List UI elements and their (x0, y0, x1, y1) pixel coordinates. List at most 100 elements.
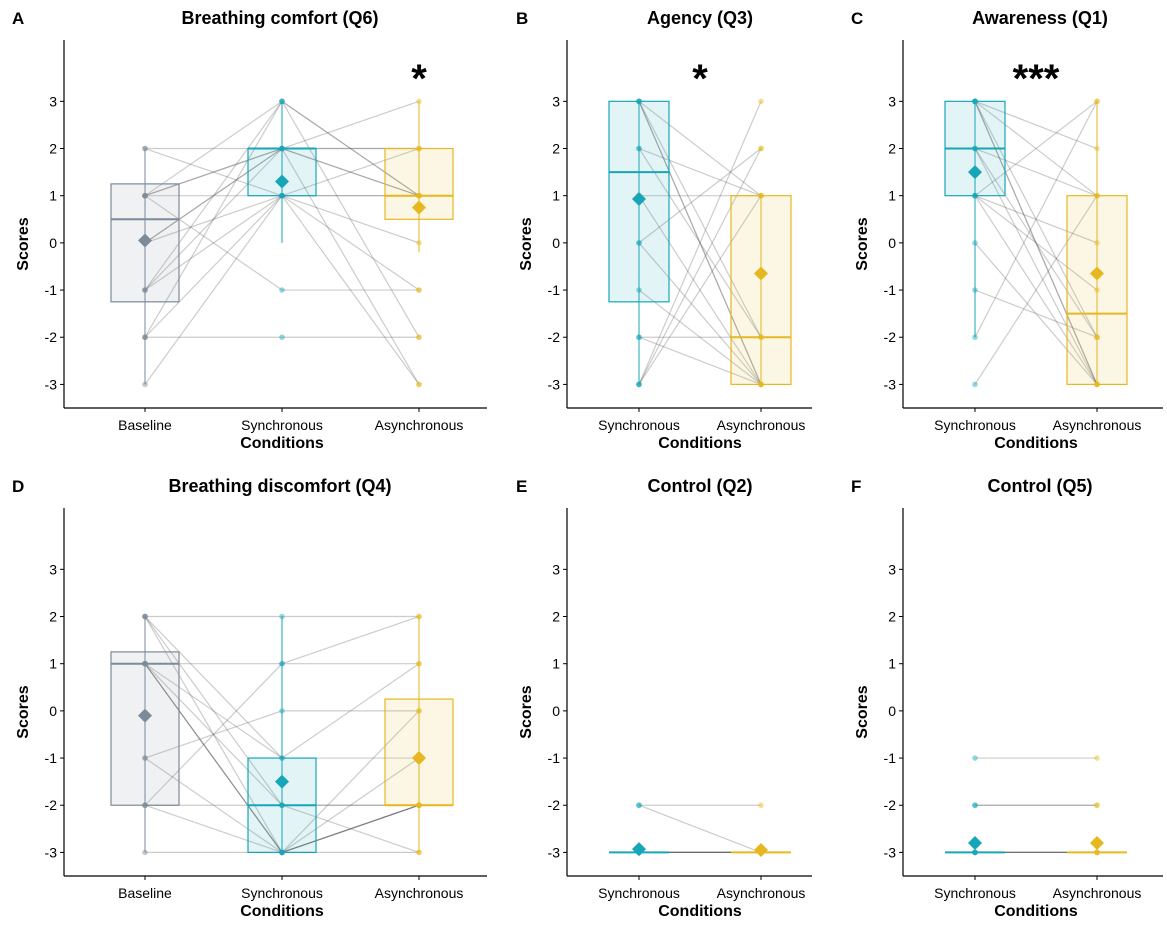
subject-point (758, 192, 764, 199)
subject-point (972, 381, 978, 388)
subject-line (974, 195, 1098, 385)
subject-point (972, 802, 978, 809)
subject-line (144, 616, 283, 806)
y-tick-label: 3 (888, 93, 896, 109)
subject-point (416, 192, 422, 199)
mean-marker-synchronous (968, 835, 982, 850)
subject-point (1094, 334, 1100, 341)
y-tick-label: 3 (888, 561, 896, 577)
subject-point (142, 334, 148, 341)
subject-point (416, 192, 422, 199)
x-tick-label: Synchronous (598, 417, 680, 433)
subject-point (279, 755, 285, 761)
panel-letter: E (516, 477, 527, 496)
subject-point (636, 145, 642, 152)
y-tick-label: 2 (49, 141, 57, 157)
subject-point (416, 192, 422, 199)
subject-line (281, 804, 420, 853)
subject-point (279, 802, 285, 809)
subject-point (972, 192, 978, 199)
subject-point (1094, 98, 1100, 105)
subject-line (638, 101, 762, 385)
subject-line (144, 663, 283, 853)
subject-point (279, 145, 285, 152)
subject-point (279, 287, 285, 293)
subject-line (281, 147, 420, 197)
subject-point (416, 708, 422, 714)
mean-marker-asynchronous (412, 200, 426, 215)
y-tick-label: -2 (45, 329, 58, 345)
subject-point (1094, 849, 1100, 856)
subject-point (279, 192, 285, 199)
mean-marker-asynchronous (754, 843, 768, 858)
subject-line (281, 101, 420, 338)
subject-point (142, 613, 148, 620)
subject-point (142, 145, 148, 152)
subject-line (281, 195, 420, 385)
panel-d: D Breathing discomfort (Q4) -3 -2 -1 0 1 2 3 Base… (12, 476, 487, 920)
x-tick-label: Baseline (118, 417, 172, 433)
subject-point (636, 802, 642, 809)
box-asynchronous (730, 195, 792, 386)
y-tick-label: -1 (548, 750, 561, 766)
subject-point (1094, 98, 1100, 105)
subject-point (972, 755, 978, 761)
subject-point (142, 802, 148, 809)
subject-point (636, 145, 642, 152)
subject-point (1094, 381, 1100, 388)
subject-line (638, 195, 762, 385)
subject-point (279, 192, 285, 199)
subject-line (974, 100, 1098, 150)
subject-line (281, 195, 420, 291)
y-tick-label: 1 (888, 188, 896, 204)
subject-point (1094, 755, 1100, 761)
panel-letter: F (851, 477, 861, 496)
y-tick-label: -3 (548, 844, 561, 860)
y-tick-label: -2 (548, 329, 561, 345)
subject-point (636, 381, 642, 388)
y-axis-title: Scores (518, 685, 535, 738)
subject-line (144, 195, 283, 244)
subject-point (1094, 240, 1100, 246)
subject-point (279, 145, 285, 152)
y-tick-label: 1 (49, 188, 57, 204)
y-tick-label: 3 (552, 561, 560, 577)
subject-line (144, 663, 283, 806)
subject-point (279, 660, 285, 667)
subject-line (144, 663, 283, 853)
subject-point (416, 145, 422, 152)
subject-point (758, 145, 764, 152)
subject-point (636, 287, 642, 293)
subject-line (281, 804, 420, 853)
subject-point (142, 381, 148, 388)
mean-marker-asynchronous (412, 751, 426, 766)
subject-point (416, 802, 422, 809)
subject-point (416, 192, 422, 199)
subject-line (638, 242, 762, 385)
mean-marker-baseline (138, 233, 152, 248)
subject-point (758, 381, 764, 388)
box-synchronous (247, 147, 317, 197)
subject-point (416, 334, 422, 341)
mean-marker-synchronous (275, 774, 289, 789)
y-axis-title: Scores (854, 217, 871, 270)
subject-point (142, 755, 148, 761)
subject-point (1094, 145, 1100, 152)
subject-point (416, 287, 422, 293)
subject-line (638, 336, 762, 385)
subject-point (142, 660, 148, 667)
y-tick-label: -3 (548, 376, 561, 392)
subject-point (1094, 381, 1100, 388)
subject-point (142, 192, 148, 199)
y-tick-label: 0 (49, 703, 57, 719)
x-tick-label: Asynchronous (717, 417, 806, 433)
subject-line (974, 148, 1098, 338)
subject-line (281, 147, 420, 197)
subject-point (972, 145, 978, 152)
subject-point (279, 849, 285, 856)
y-tick-label: 2 (888, 609, 896, 625)
x-tick-label: Synchronous (934, 885, 1016, 901)
y-tick-label: 0 (888, 235, 896, 251)
subject-point (758, 145, 764, 152)
